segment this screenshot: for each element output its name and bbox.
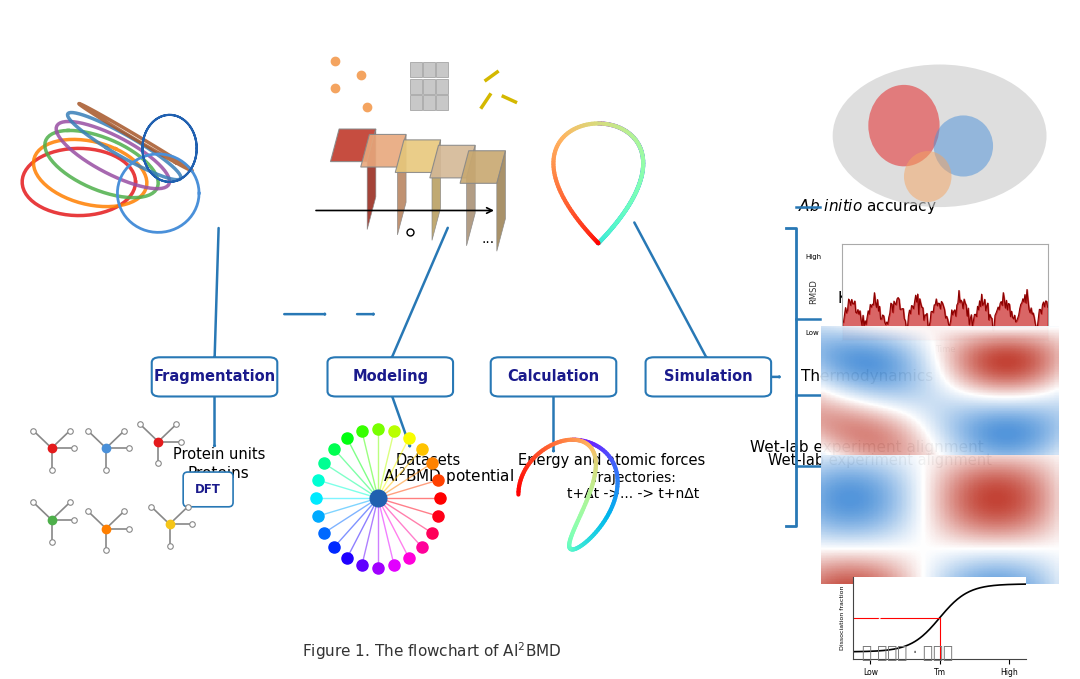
FancyBboxPatch shape: [490, 357, 617, 397]
FancyBboxPatch shape: [327, 357, 454, 397]
Text: Proteins: Proteins: [188, 466, 249, 481]
Text: Simulation: Simulation: [664, 369, 753, 384]
FancyBboxPatch shape: [151, 357, 278, 397]
Text: Modeling: Modeling: [352, 369, 429, 384]
Polygon shape: [361, 134, 406, 167]
Polygon shape: [430, 145, 475, 178]
Bar: [436, 79, 448, 94]
Ellipse shape: [933, 115, 994, 177]
Polygon shape: [432, 140, 441, 240]
Text: 🔵 公众号 · 量子位: 🔵 公众号 · 量子位: [862, 644, 953, 662]
Bar: [423, 79, 435, 94]
Text: Fragmentation: Fragmentation: [153, 369, 275, 384]
Text: Protein units: Protein units: [173, 447, 265, 462]
Ellipse shape: [833, 65, 1047, 207]
Bar: [436, 95, 448, 110]
Text: Datasets: Datasets: [395, 453, 460, 468]
X-axis label: Time: Time: [935, 345, 955, 354]
Bar: [410, 62, 422, 77]
Text: Thermodynamics: Thermodynamics: [801, 369, 933, 384]
Polygon shape: [367, 129, 376, 230]
Polygon shape: [395, 140, 441, 172]
Text: Wet-lab experiment alignment: Wet-lab experiment alignment: [768, 453, 991, 468]
Text: DFT: DFT: [195, 483, 221, 496]
Text: ...: ...: [482, 232, 495, 246]
Polygon shape: [330, 129, 376, 162]
Polygon shape: [467, 145, 475, 246]
Bar: [436, 62, 448, 77]
Bar: [423, 95, 435, 110]
Bar: [423, 62, 435, 77]
Text: Calculation: Calculation: [508, 369, 599, 384]
FancyBboxPatch shape: [646, 357, 771, 397]
Bar: [410, 79, 422, 94]
Bar: [410, 95, 422, 110]
Ellipse shape: [904, 151, 951, 202]
Text: Wet-lab experiment alignment: Wet-lab experiment alignment: [751, 440, 984, 455]
Text: Low: Low: [806, 330, 820, 335]
FancyBboxPatch shape: [184, 472, 233, 507]
Polygon shape: [460, 151, 505, 183]
Text: Trajectories:
t+Δt ->... -> t+nΔt: Trajectories: t+Δt ->... -> t+nΔt: [567, 471, 699, 501]
Ellipse shape: [868, 85, 940, 166]
Polygon shape: [497, 151, 505, 251]
Y-axis label: Dissociation fraction: Dissociation fraction: [839, 586, 845, 650]
Text: High: High: [806, 254, 822, 259]
Polygon shape: [397, 134, 406, 235]
Text: $Ab\ \mathit{initio}\ \mathrm{accuracy}$: $Ab\ \mathit{initio}\ \mathrm{accuracy}$: [798, 198, 936, 217]
Y-axis label: RMSD: RMSD: [809, 280, 818, 304]
Text: Energy and atomic forces: Energy and atomic forces: [518, 453, 705, 468]
Text: Kinetics: Kinetics: [837, 291, 897, 306]
Text: Figure 1. The flowchart of $\mathrm{AI^2BMD}$: Figure 1. The flowchart of $\mathrm{AI^2…: [302, 640, 562, 662]
Text: $\mathrm{AI^2BMD\ potential}$: $\mathrm{AI^2BMD\ potential}$: [383, 466, 514, 488]
